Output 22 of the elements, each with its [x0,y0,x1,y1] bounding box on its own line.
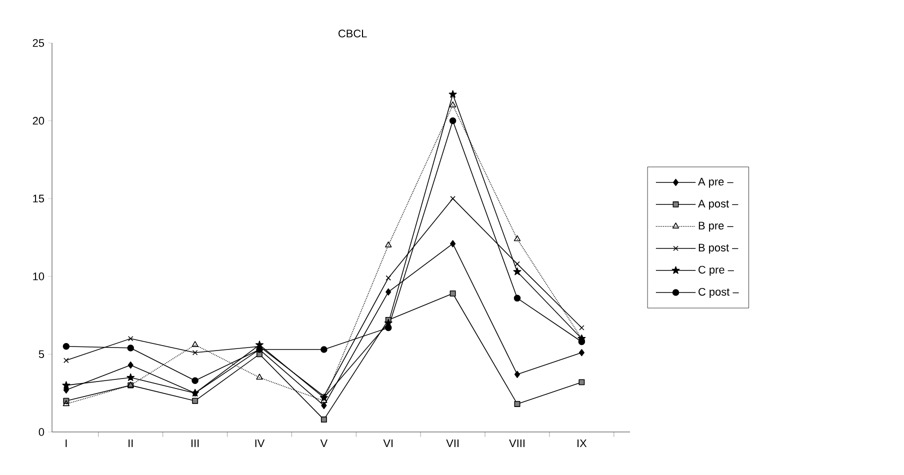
legend-label: A post – [698,200,738,210]
y-tick-label: 0 [38,428,44,436]
legend-label: A pre – [698,178,734,188]
legend-label: C post – [698,288,739,298]
chart-title: CBCL [338,30,367,38]
y-tick-label: 5 [38,350,44,358]
x-tick-label: V [320,440,328,448]
legend-label: B post – [698,244,738,254]
x-tick-label: III [192,440,199,448]
x-tick-label: IV [255,440,265,448]
x-tick-label: VI [383,440,393,448]
x-tick-label: I [66,440,67,448]
y-tick-label: 25 [32,39,44,47]
y-tick-label: 10 [33,272,44,280]
x-tick-label: II [128,440,133,448]
x-tick-label: VIII [509,440,524,448]
legend-label: C pre – [698,266,734,276]
x-tick-label: VII [446,440,458,448]
x-tick-label: IX [578,440,587,448]
legend-label: B pre – [698,222,734,232]
y-tick-label: 20 [32,116,44,125]
y-tick-label: 15 [33,194,44,202]
